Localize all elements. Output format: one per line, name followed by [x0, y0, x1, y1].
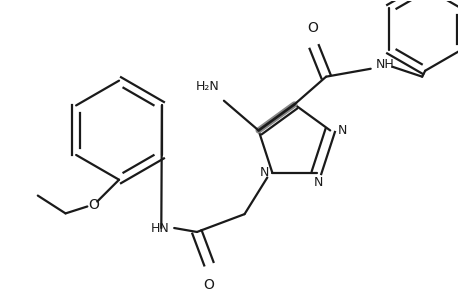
- Text: N: N: [336, 124, 346, 137]
- Text: O: O: [306, 21, 317, 35]
- Text: N: N: [259, 166, 269, 179]
- Text: H₂N: H₂N: [196, 80, 219, 93]
- Text: HN: HN: [150, 221, 169, 235]
- Text: N: N: [313, 176, 323, 189]
- Text: NH: NH: [375, 58, 393, 71]
- Text: O: O: [88, 199, 99, 212]
- Text: O: O: [203, 278, 214, 292]
